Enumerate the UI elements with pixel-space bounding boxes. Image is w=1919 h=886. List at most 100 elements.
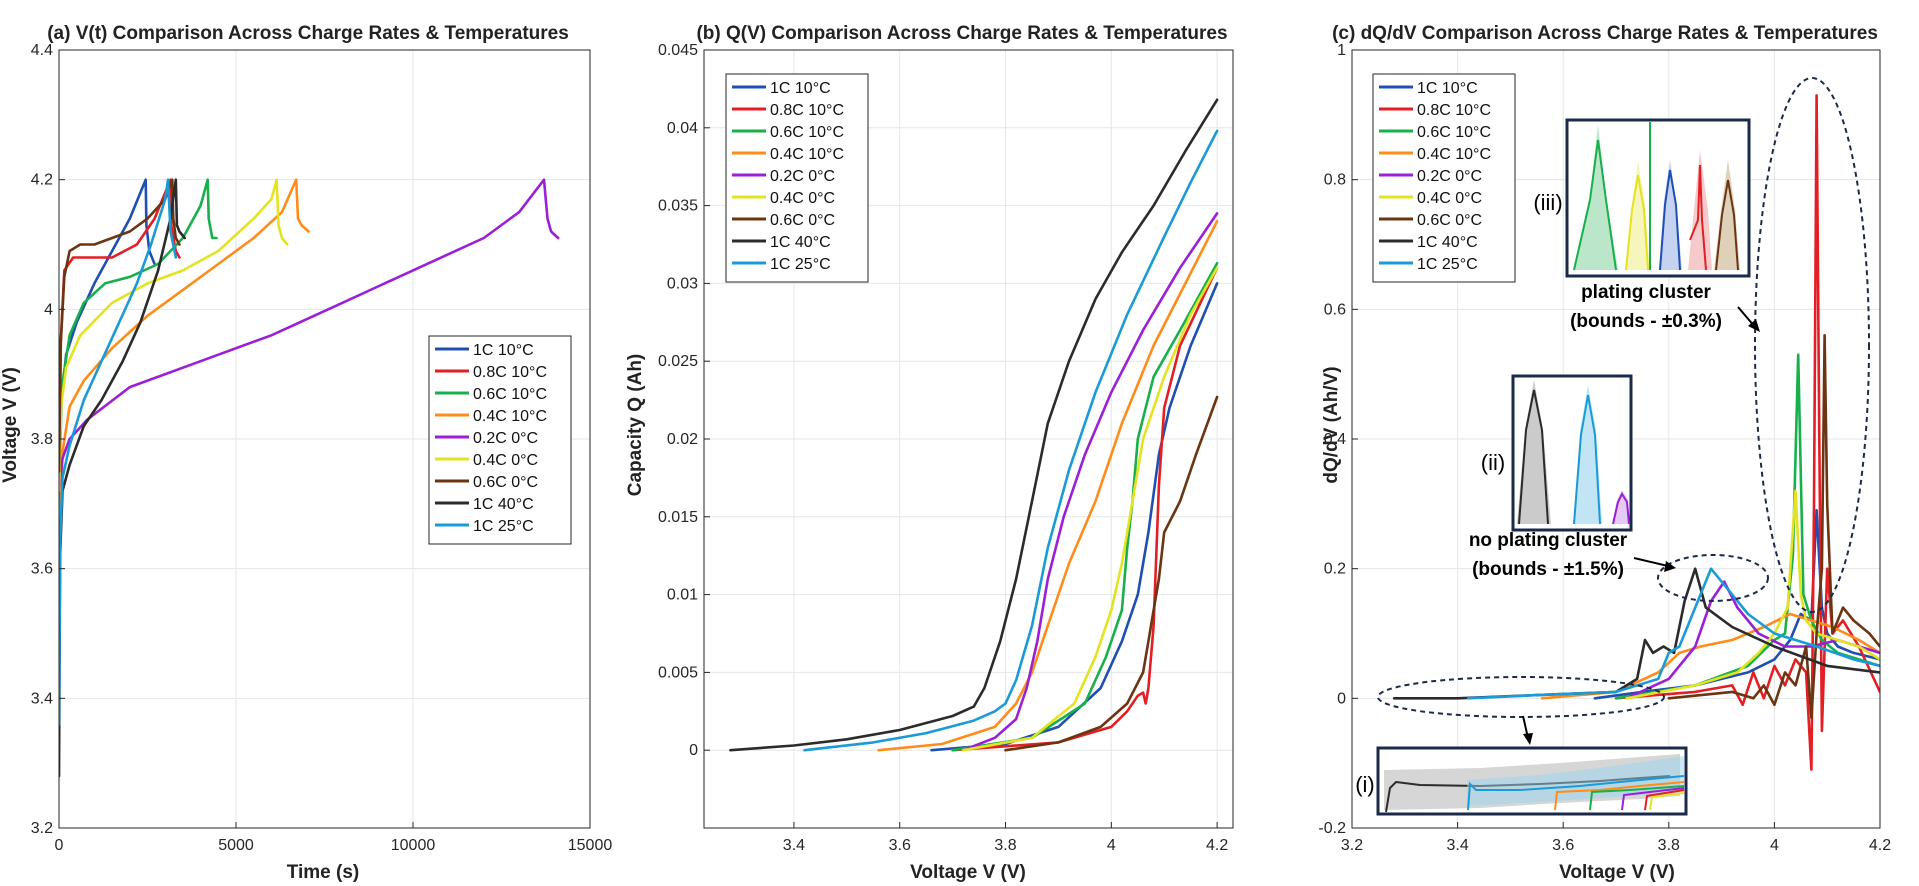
inset-iii bbox=[1565, 118, 1751, 278]
legend-label-0p4c-10c: 0.4C 10°C bbox=[473, 408, 547, 425]
y-tick-label: 3.6 bbox=[31, 561, 53, 578]
x-tick-label: 3.6 bbox=[1552, 837, 1574, 854]
series-line-0p6c-0c bbox=[1004, 395, 1219, 752]
y-tick-label: 0.02 bbox=[667, 431, 698, 448]
panel-a-title: (a) V(t) Comparison Across Charge Rates … bbox=[47, 23, 569, 44]
x-tick-label: 3.4 bbox=[783, 837, 805, 854]
panel-b-xlabel: Voltage V (V) bbox=[910, 862, 1026, 883]
legend-label-0p2c-0c: 0.2C 0°C bbox=[473, 430, 538, 447]
inset-i-trace-orange bbox=[1554, 781, 1685, 811]
panel-a: (a) V(t) Comparison Across Charge Rates … bbox=[0, 23, 612, 883]
series-line-1c-40c bbox=[59, 178, 186, 778]
legend-label-0p6c-10c: 0.6C 10°C bbox=[770, 124, 844, 141]
panel-a-xlabel: Time (s) bbox=[287, 862, 360, 883]
y-tick-label: 1 bbox=[1337, 42, 1346, 59]
plating-bounds-label: (bounds - ±0.3%) bbox=[1570, 311, 1722, 332]
series-line-0p4c-0c bbox=[59, 178, 289, 493]
inset-ii-band-cyan bbox=[1573, 385, 1602, 524]
x-tick-label: 3.8 bbox=[1658, 837, 1680, 854]
series-group-b bbox=[729, 98, 1219, 752]
series-line-0p4c-10c bbox=[877, 219, 1219, 752]
legend-label-0p6c-0c: 0.6C 0°C bbox=[770, 212, 835, 229]
panel-c-title: (c) dQ/dV Comparison Across Charge Rates… bbox=[1332, 23, 1878, 44]
inset-iii-band-brown bbox=[1714, 160, 1740, 270]
y-tick-label: -0.2 bbox=[1318, 820, 1346, 837]
inset-i-trace-green bbox=[1589, 785, 1685, 811]
inset-i-label: (i) bbox=[1355, 772, 1375, 797]
y-tick-label: 0.6 bbox=[1324, 301, 1346, 318]
legend-label-0p6c-10c: 0.6C 10°C bbox=[473, 386, 547, 403]
legend-a: 1C 10°C 0.8C 10°C 0.6C 10°C 0.4C 10°C 0.2C 0… bbox=[428, 335, 572, 545]
series-line-0p4c-10c bbox=[59, 178, 310, 571]
series-line-1c-25c bbox=[1466, 567, 1880, 700]
inset-iii-band-yellow bbox=[1625, 160, 1650, 270]
no-plating-bounds-label: (bounds - ±1.5%) bbox=[1472, 559, 1624, 580]
series-line-0p2c-0c bbox=[59, 178, 560, 493]
plating-cluster-ellipse bbox=[1754, 77, 1870, 613]
y-tick-label: 4 bbox=[44, 301, 53, 318]
legend-label-0p2c-0c: 0.2C 0°C bbox=[770, 168, 835, 185]
low-voltage-arrowhead bbox=[1523, 733, 1533, 745]
no-plating-arrowhead bbox=[1664, 561, 1676, 572]
x-tick-label: 3.8 bbox=[994, 837, 1016, 854]
x-tick-label: 4 bbox=[1107, 837, 1116, 854]
x-tick-label: 0 bbox=[55, 837, 64, 854]
panel-c: (c) dQ/dV Comparison Across Charge Rates… bbox=[1318, 23, 1891, 883]
no-plating-arrow bbox=[1633, 557, 1669, 567]
legend-label-1c-40c: 1C 40°C bbox=[1417, 234, 1478, 251]
inset-i-trace-cyan bbox=[1467, 775, 1685, 811]
legend-label-0p8c-10c: 0.8C 10°C bbox=[770, 102, 844, 119]
legend-label-0p2c-0c: 0.2C 0°C bbox=[1417, 168, 1482, 185]
y-tick-label: 0.8 bbox=[1324, 172, 1346, 189]
x-tick-label: 3.4 bbox=[1446, 837, 1468, 854]
y-tick-label: 0.01 bbox=[667, 587, 698, 604]
inset-i-trace-purple bbox=[1621, 787, 1685, 811]
legend-label-0p4c-0c: 0.4C 0°C bbox=[770, 190, 835, 207]
inset-i-trace-red bbox=[1644, 789, 1685, 811]
x-tick-label: 4.2 bbox=[1206, 837, 1228, 854]
no-plating-cluster-label: no plating cluster bbox=[1469, 530, 1628, 551]
inset-iii-band-red bbox=[1688, 150, 1712, 270]
inset-iii-trace-yellow bbox=[1625, 174, 1649, 271]
x-tick-label: 4 bbox=[1770, 837, 1779, 854]
inset-iii-trace-brown bbox=[1715, 179, 1739, 271]
y-tick-label: 3.8 bbox=[31, 431, 53, 448]
inset-ii-band-black bbox=[1517, 380, 1551, 524]
x-tick-label: 5000 bbox=[218, 837, 254, 854]
series-line-0p2c-0c bbox=[961, 212, 1219, 752]
inset-iii-trace-red bbox=[1689, 164, 1707, 271]
series-group-c bbox=[1392, 94, 1880, 771]
inset-ii bbox=[1511, 374, 1633, 532]
panel-c-ylabel: dQ/dV (Ah/V) bbox=[1321, 366, 1342, 483]
no-plating-cluster-ellipse bbox=[1657, 554, 1769, 602]
inset-iii-band-green bbox=[1573, 125, 1618, 270]
y-tick-label: 0 bbox=[1337, 690, 1346, 707]
y-tick-label: 0.4 bbox=[1324, 431, 1346, 448]
legend-label-1c-40c: 1C 40°C bbox=[473, 496, 534, 513]
y-tick-label: 0.045 bbox=[658, 42, 698, 59]
annotations-c: plating cluster (bounds - ±0.3%) no plat… bbox=[1355, 77, 1870, 816]
legend-label-0p6c-10c: 0.6C 10°C bbox=[1417, 124, 1491, 141]
x-tick-label: 15000 bbox=[568, 837, 613, 854]
inset-i-trace-yellow bbox=[1649, 792, 1685, 811]
legend-c: 1C 10°C 0.8C 10°C 0.6C 10°C 0.4C 10°C 0.2C 0… bbox=[1372, 73, 1516, 283]
x-tick-label: 3.6 bbox=[889, 837, 911, 854]
series-line-1c-25c bbox=[803, 129, 1219, 752]
y-tick-label: 0 bbox=[689, 742, 698, 759]
legend-label-1c-25c: 1C 25°C bbox=[473, 518, 534, 535]
x-tick-label: 3.2 bbox=[1341, 837, 1363, 854]
series-group-a bbox=[59, 178, 560, 778]
panel-c-xlabel: Voltage V (V) bbox=[1559, 862, 1675, 883]
legend-label-1c-40c: 1C 40°C bbox=[770, 234, 831, 251]
legend-label-0p4c-0c: 0.4C 0°C bbox=[473, 452, 538, 469]
y-tick-label: 4.2 bbox=[31, 172, 53, 189]
y-tick-label: 4.4 bbox=[31, 42, 53, 59]
legend-label-1c-25c: 1C 25°C bbox=[1417, 256, 1478, 273]
legend-label-0p6c-0c: 0.6C 0°C bbox=[1417, 212, 1482, 229]
inset-iii-band-blue bbox=[1659, 160, 1682, 270]
x-tick-label: 10000 bbox=[391, 837, 436, 854]
series-line-0p8c-10c bbox=[951, 266, 1219, 752]
plot-c: 3.2 3.4 3.6 3.8 4 4.2 -0.2 0 0.2 0.4 0.6 0.8 1 1C 10°… bbox=[1318, 42, 1891, 854]
plating-cluster-label: plating cluster bbox=[1581, 282, 1711, 303]
legend-label-0p8c-10c: 0.8C 10°C bbox=[473, 364, 547, 381]
